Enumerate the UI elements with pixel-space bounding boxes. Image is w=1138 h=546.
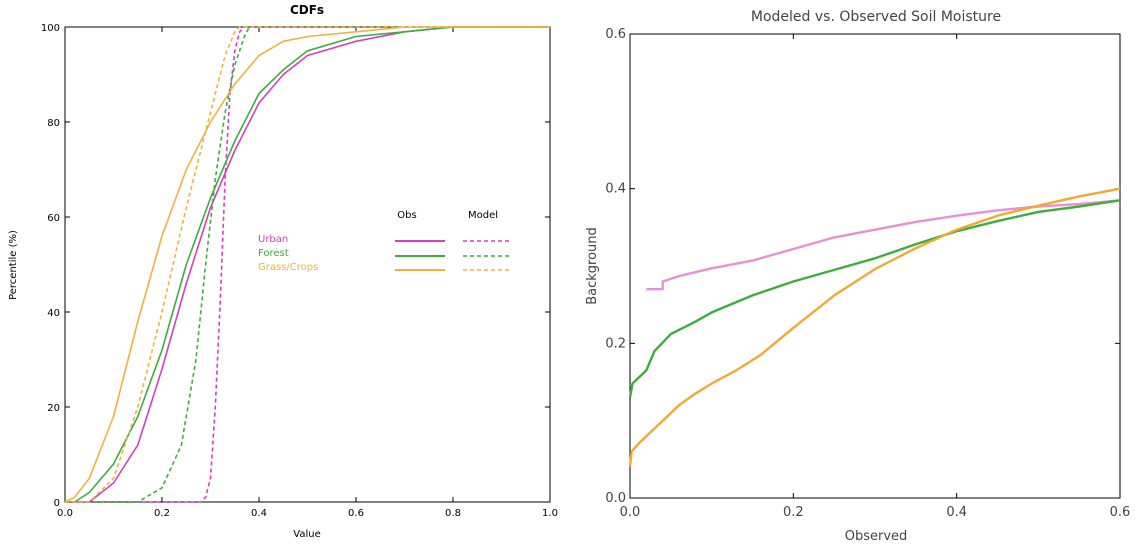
soil-moisture-y-axis-label: Background xyxy=(585,227,600,305)
legend-label-forest: Forest xyxy=(258,248,289,259)
y-tick-label: 0.2 xyxy=(605,336,626,351)
soil-moisture-x-ticks: 0.0 0.2 0.4 0.6 xyxy=(620,34,1131,520)
soil-moisture-chart-title: Modeled vs. Observed Soil Moisture xyxy=(751,9,1001,25)
cdf-y-axis-label: Percentile (%) xyxy=(8,230,19,300)
series-forest-obs xyxy=(65,26,550,503)
soil-moisture-chart: Modeled vs. Observed Soil Moisture 0.0 0.… xyxy=(585,9,1130,544)
x-tick-label: 0.8 xyxy=(445,508,461,519)
soil-moisture-series-lines xyxy=(628,187,1121,468)
series-forest-model xyxy=(65,26,550,503)
y-tick-label: 0.4 xyxy=(605,182,626,197)
y-tick-label: 20 xyxy=(47,403,60,414)
y-tick-label: 0 xyxy=(54,498,60,509)
x-tick-label: 0.0 xyxy=(57,508,73,519)
soil-moisture-y-ticks: 0.0 0.2 0.4 0.6 xyxy=(605,27,1120,506)
legend-header-model: Model xyxy=(468,210,498,221)
cdf-chart: CDFs 0.0 0.2 0.4 0.6 0.8 1.0 0 20 40 60 80 100 Val… xyxy=(8,3,558,540)
x-tick-label: 0.0 xyxy=(620,505,641,520)
y-tick-label: 80 xyxy=(47,118,60,129)
y-tick-label: 0.0 xyxy=(605,491,626,506)
y-tick-label: 100 xyxy=(41,23,60,34)
series-urban-obs xyxy=(65,26,550,503)
series-forest xyxy=(628,199,1121,398)
legend-header-obs: Obs xyxy=(397,210,416,221)
x-tick-label: 0.6 xyxy=(1110,505,1131,520)
cdf-x-ticks: 0.0 0.2 0.4 0.6 0.8 1.0 xyxy=(57,27,558,519)
cdf-series-lines xyxy=(64,26,550,503)
series-grass-crops-obs xyxy=(64,26,550,503)
y-tick-label: 40 xyxy=(47,308,60,319)
series-urban xyxy=(646,199,1121,291)
soil-moisture-plot-frame xyxy=(629,33,1121,499)
cdf-chart-title: CDFs xyxy=(290,3,324,17)
legend-label-grass-crops: Grass/Crops xyxy=(258,262,318,273)
cdf-x-axis-label: Value xyxy=(293,529,320,540)
x-tick-label: 0.2 xyxy=(783,505,804,520)
x-tick-label: 0.4 xyxy=(946,505,967,520)
x-tick-label: 0.4 xyxy=(251,508,267,519)
cdf-legend: Obs Model Urban Forest Grass/Crops xyxy=(258,210,511,273)
soil-moisture-x-axis-label: Observed xyxy=(845,529,908,544)
x-tick-label: 0.6 xyxy=(348,508,364,519)
series-grass-crops xyxy=(628,187,1121,468)
y-tick-label: 60 xyxy=(47,213,60,224)
series-grass-crops-model xyxy=(65,26,550,503)
x-tick-label: 0.2 xyxy=(154,508,170,519)
legend-label-urban: Urban xyxy=(258,234,288,245)
y-tick-label: 0.6 xyxy=(605,27,626,42)
series-urban-model xyxy=(65,26,550,503)
x-tick-label: 1.0 xyxy=(542,508,558,519)
